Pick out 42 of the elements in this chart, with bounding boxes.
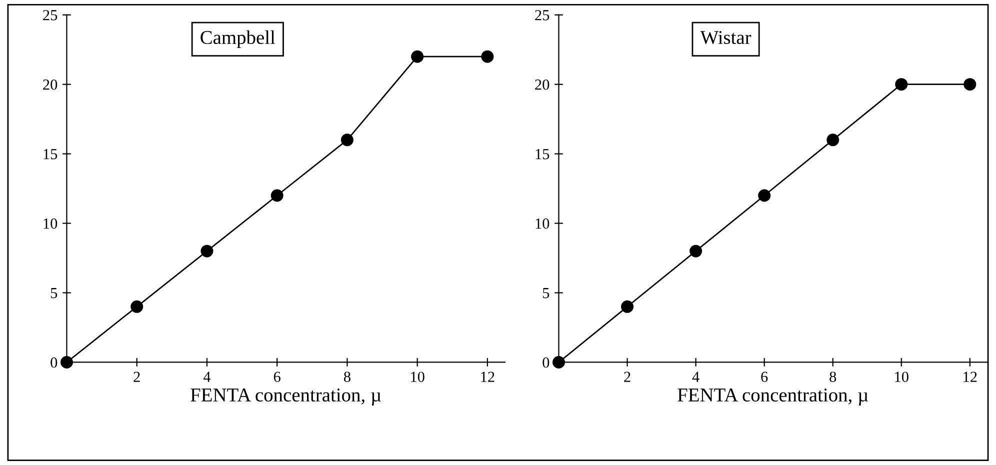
point (758, 189, 771, 202)
point (340, 134, 354, 146)
point (130, 300, 144, 313)
point (826, 134, 840, 146)
point (270, 189, 284, 202)
text: Wistar (700, 30, 752, 44)
y-tick-label: 15 (44, 149, 58, 160)
y-tick-label: 20 (43, 79, 58, 90)
point (621, 300, 634, 313)
x-tick-label: 6 (274, 372, 280, 382)
point (411, 50, 424, 63)
point (895, 78, 908, 91)
x-tick-label: 8 (344, 372, 350, 382)
point (200, 244, 214, 258)
y-tick-label: 0 (542, 357, 550, 368)
x-tick-label: 10 (895, 372, 908, 382)
x-tick-label: 12 (481, 372, 494, 382)
point (690, 244, 702, 258)
x-tick-label: 12 (964, 372, 977, 382)
text: Campbell (200, 30, 276, 48)
y-tick-label: 25 (43, 10, 58, 20)
point (60, 356, 73, 368)
x-tick-label: 6 (761, 372, 768, 382)
y-tick-label: 20 (535, 79, 550, 90)
x-tick-label: 2 (134, 372, 140, 382)
point (481, 50, 494, 63)
y-tick-label: 15 (536, 149, 550, 160)
point (552, 356, 566, 368)
x-axis-title: FENTA concentration, µ (678, 388, 868, 406)
y-tick-label: 5 (542, 288, 550, 298)
x-tick-label: 4 (203, 372, 211, 382)
x-tick-label: 8 (830, 372, 836, 382)
x-tick-label: 4 (692, 372, 700, 382)
y-tick-label: 5 (50, 288, 58, 298)
y-tick-label: 25 (535, 10, 550, 20)
y-tick-label: 10 (536, 218, 550, 229)
x-axis-title: FENTA concentration, µ (190, 388, 382, 406)
x-tick-label: 10 (411, 372, 424, 382)
x-tick-label: 2 (624, 372, 630, 382)
y-tick-label: 10 (44, 218, 58, 229)
y-tick-label: 0 (50, 357, 58, 368)
point (964, 78, 976, 91)
